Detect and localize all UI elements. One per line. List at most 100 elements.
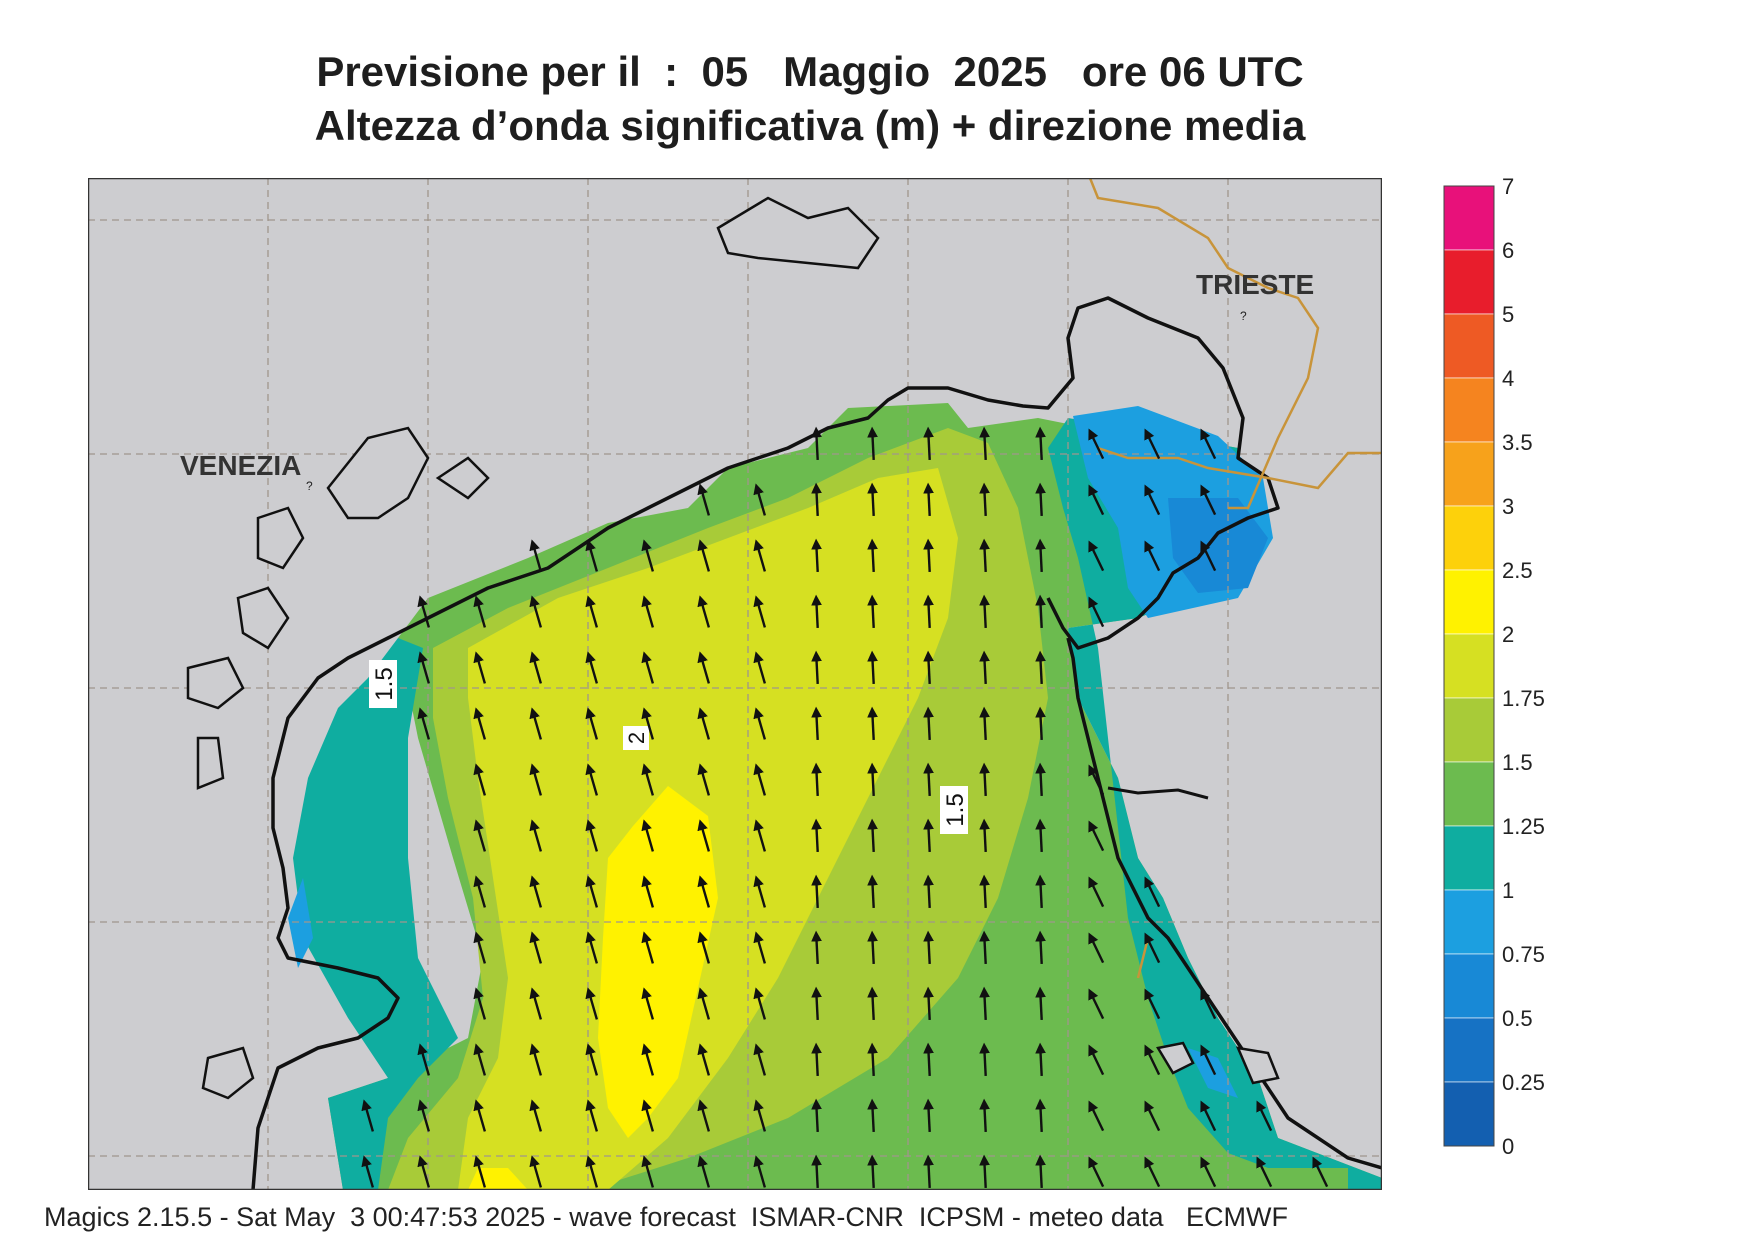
wave-direction-arrow-icon bbox=[811, 538, 822, 573]
wave-direction-arrow-icon bbox=[697, 1099, 711, 1132]
wave-direction-arrow-icon bbox=[867, 538, 878, 573]
legend-frame bbox=[1443, 185, 1495, 1147]
wave-direction-arrow-icon bbox=[697, 1155, 711, 1188]
wave-direction-arrows bbox=[361, 426, 1329, 1189]
contour-band-1-1.25 bbox=[1048, 418, 1382, 1190]
wave-direction-arrow-icon bbox=[585, 819, 599, 852]
wave-direction-arrow-icon bbox=[417, 1043, 431, 1076]
wave-direction-arrow-icon bbox=[923, 1098, 934, 1133]
svg-text:1.5: 1.5 bbox=[371, 667, 398, 700]
wave-direction-arrow-icon bbox=[697, 931, 711, 964]
wave-direction-arrow-icon bbox=[979, 706, 990, 741]
wave-direction-arrow-icon bbox=[641, 1043, 655, 1076]
wave-direction-arrow-icon bbox=[979, 762, 990, 797]
wave-direction-arrow-icon bbox=[1035, 1154, 1046, 1189]
wave-direction-arrow-icon bbox=[585, 1099, 599, 1132]
wave-direction-arrow-icon bbox=[811, 762, 822, 797]
wave-direction-arrow-icon bbox=[1088, 876, 1105, 908]
wave-direction-arrow-icon bbox=[1035, 762, 1046, 797]
contour-band-2-2.5 bbox=[598, 786, 718, 1138]
contour-label-1-5-east: 1.5 bbox=[940, 786, 969, 834]
wave-direction-arrow-icon bbox=[1144, 484, 1161, 516]
trieste-coast-islands bbox=[716, 196, 1280, 1085]
wave-direction-arrow-icon bbox=[753, 1043, 767, 1076]
wave-direction-arrow-icon bbox=[811, 1098, 822, 1133]
wave-direction-arrow-icon bbox=[1144, 876, 1161, 908]
wave-direction-arrow-icon bbox=[473, 875, 487, 908]
map-frame bbox=[88, 178, 1382, 1190]
wave-direction-arrow-icon bbox=[811, 426, 822, 461]
contour-label-2: 2 bbox=[623, 726, 649, 750]
venice-lagoon-outlines bbox=[186, 426, 490, 1100]
wave-direction-arrow-icon bbox=[1035, 986, 1046, 1021]
wave-direction-arrow-icon bbox=[1200, 1044, 1217, 1076]
legend-swatch bbox=[1443, 633, 1495, 699]
wave-direction-arrow-icon bbox=[1144, 428, 1161, 460]
wave-direction-arrow-icon bbox=[867, 1042, 878, 1077]
wave-direction-arrow-icon bbox=[1035, 594, 1046, 629]
legend-label: 4 bbox=[1502, 366, 1514, 391]
legend-label: 1.25 bbox=[1502, 814, 1545, 839]
wave-direction-arrow-icon bbox=[1312, 1156, 1329, 1188]
wave-direction-arrow-icon bbox=[473, 987, 487, 1020]
legend-swatch bbox=[1443, 569, 1495, 635]
wave-direction-arrow-icon bbox=[979, 986, 990, 1021]
wave-direction-arrow-icon bbox=[417, 707, 431, 740]
wave-direction-arrow-icon bbox=[697, 763, 711, 796]
legend-swatch bbox=[1443, 249, 1495, 315]
wave-direction-arrow-icon bbox=[417, 1155, 431, 1188]
wave-direction-arrow-icon bbox=[473, 707, 487, 740]
wave-direction-arrow-icon bbox=[923, 482, 934, 517]
wave-direction-arrow-icon bbox=[923, 986, 934, 1021]
wave-direction-arrow-icon bbox=[1144, 1156, 1161, 1188]
wave-direction-arrow-icon bbox=[923, 426, 934, 461]
wave-direction-arrow-icon bbox=[753, 819, 767, 852]
legend-swatch bbox=[1443, 377, 1495, 443]
legend-swatch bbox=[1443, 1017, 1495, 1083]
wave-direction-arrow-icon bbox=[473, 1155, 487, 1188]
wave-direction-arrow-icon bbox=[417, 651, 431, 684]
wave-direction-arrow-icon bbox=[585, 987, 599, 1020]
wave-direction-arrow-icon bbox=[641, 819, 655, 852]
wave-direction-arrow-icon bbox=[923, 930, 934, 965]
wave-direction-arrow-icon bbox=[1256, 1100, 1273, 1132]
wave-direction-arrow-icon bbox=[697, 651, 711, 684]
wave-direction-arrow-icon bbox=[1200, 988, 1217, 1020]
wave-direction-arrow-icon bbox=[529, 595, 543, 628]
legend-label: 3 bbox=[1502, 494, 1514, 519]
wave-direction-arrow-icon bbox=[979, 426, 990, 461]
wave-direction-arrow-icon bbox=[979, 594, 990, 629]
wave-direction-arrow-icon bbox=[979, 650, 990, 685]
wave-direction-arrow-icon bbox=[585, 1043, 599, 1076]
wave-direction-arrow-icon bbox=[1088, 428, 1105, 460]
wave-direction-arrow-icon bbox=[753, 931, 767, 964]
wave-direction-arrow-icon bbox=[811, 1154, 822, 1189]
wave-direction-arrow-icon bbox=[1144, 988, 1161, 1020]
svg-text:2: 2 bbox=[624, 732, 649, 744]
wave-direction-arrow-icon bbox=[697, 595, 711, 628]
wave-direction-arrow-icon bbox=[1088, 1156, 1105, 1188]
wave-direction-arrow-icon bbox=[1088, 932, 1105, 964]
wave-direction-arrow-icon bbox=[1200, 1156, 1217, 1188]
wave-direction-arrow-icon bbox=[641, 875, 655, 908]
legend-label: 2.5 bbox=[1502, 558, 1533, 583]
wave-direction-arrow-icon bbox=[811, 818, 822, 853]
wave-direction-arrow-icon bbox=[697, 483, 711, 516]
wave-direction-arrow-icon bbox=[1035, 818, 1046, 853]
wave-direction-arrow-icon bbox=[753, 707, 767, 740]
wave-direction-arrow-icon bbox=[529, 931, 543, 964]
wave-direction-arrow-icon bbox=[529, 987, 543, 1020]
wave-direction-arrow-icon bbox=[979, 1042, 990, 1077]
wave-direction-arrow-icon bbox=[1200, 484, 1217, 516]
wave-direction-arrow-icon bbox=[1200, 428, 1217, 460]
coastline bbox=[251, 296, 1382, 1190]
wave-direction-arrow-icon bbox=[867, 594, 878, 629]
wave-direction-arrow-icon bbox=[585, 707, 599, 740]
wave-direction-arrow-icon bbox=[361, 1155, 375, 1188]
contour-band-west-1-1.25 bbox=[293, 638, 458, 1190]
wave-direction-arrow-icon bbox=[867, 1098, 878, 1133]
wave-direction-arrow-icon bbox=[361, 1099, 375, 1132]
map-subtitle: Altezza d’onda significativa (m) + direz… bbox=[314, 102, 1306, 149]
wave-direction-arrow-icon bbox=[641, 931, 655, 964]
wave-direction-arrow-icon bbox=[753, 1155, 767, 1188]
